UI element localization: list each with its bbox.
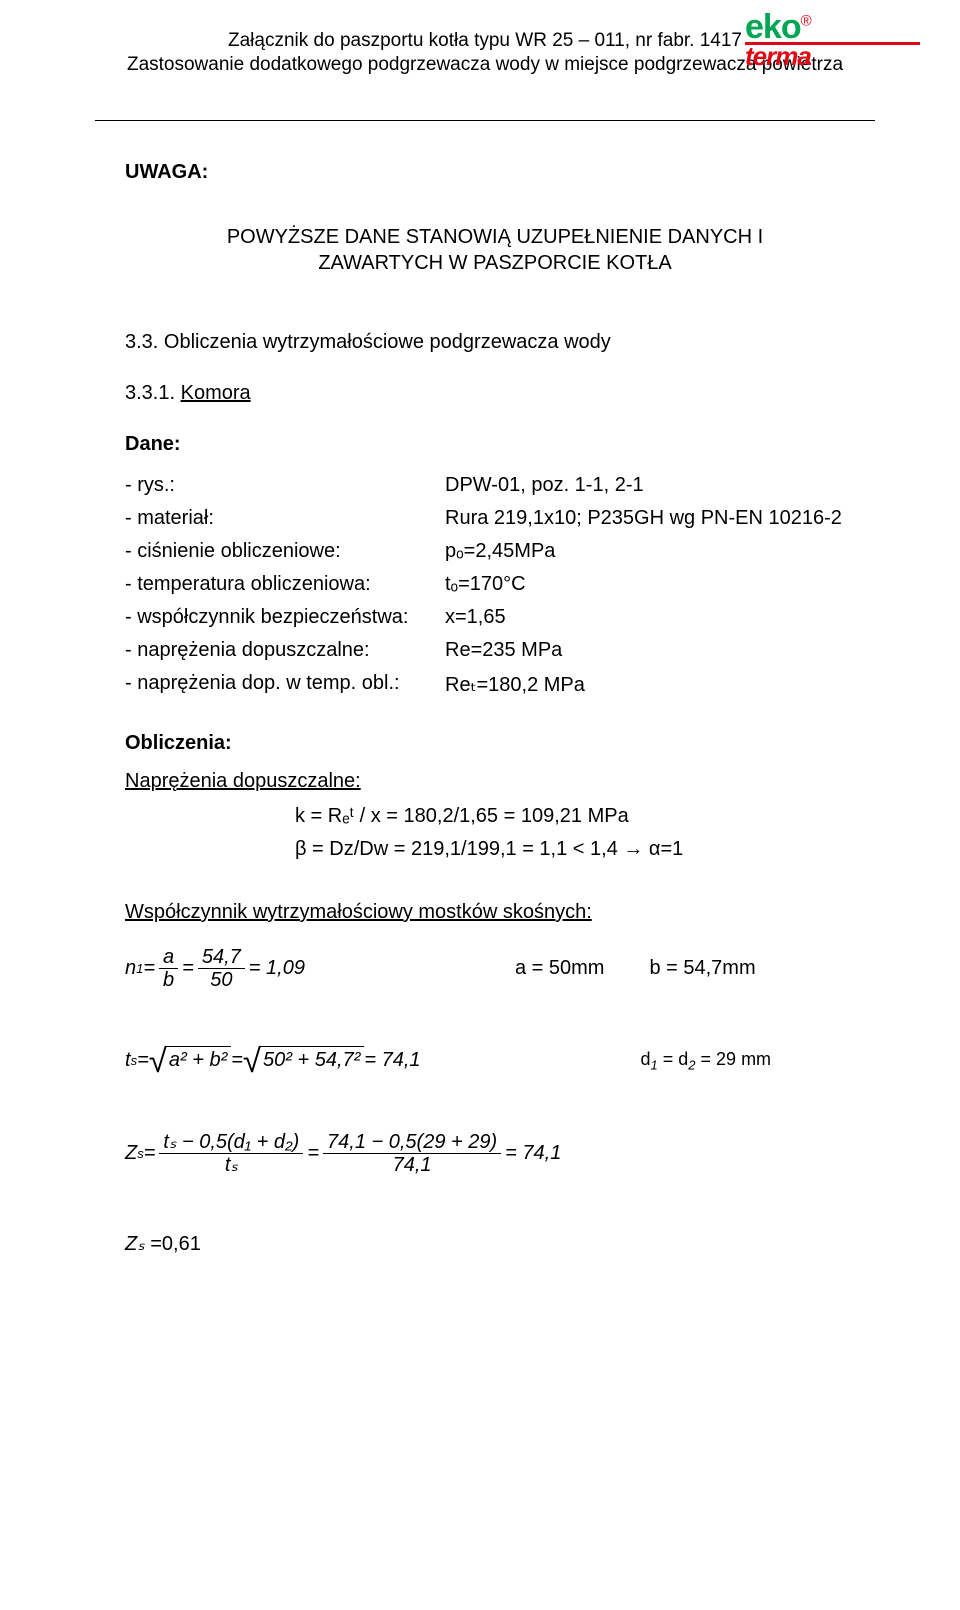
data-row-material: - materiał: Rura 219,1x10; P235GH wg PN-… bbox=[125, 507, 865, 530]
logo-registered-mark: ® bbox=[801, 13, 811, 30]
sqrt-body: 50² + 54,7² bbox=[259, 1046, 364, 1072]
equation-zs: Zs = tₛ − 0,5(d₁ + d₂) tₛ = 74,1 − 0,5(2… bbox=[125, 1131, 865, 1176]
result: = 1,09 bbox=[249, 957, 305, 980]
data-label: - współczynnik bezpieczeństwa: bbox=[125, 606, 445, 629]
data-row-rys: - rys.: DPW-01, poz. 1-1, 2-1 bbox=[125, 474, 865, 497]
equation-n1-left: n1 = a b = 54,7 50 = 1,09 bbox=[125, 946, 305, 991]
equals: = bbox=[307, 1142, 319, 1165]
result: = 74,1 bbox=[364, 1049, 420, 1072]
var-z: Z bbox=[125, 1142, 137, 1165]
data-value: Rura 219,1x10; P235GH wg PN-EN 10216-2 bbox=[445, 507, 865, 530]
sqrt-2: √ 50² + 54,7² bbox=[243, 1046, 364, 1076]
data-label: - naprężenia dopuszczalne: bbox=[125, 639, 445, 662]
frac-den: tₛ bbox=[221, 1154, 242, 1176]
d-var: d bbox=[641, 1049, 651, 1069]
data-value: x=1,65 bbox=[445, 606, 865, 629]
naprezenia-heading: Naprężenia dopuszczalne: bbox=[125, 770, 865, 793]
fraction-nums: 54,7 50 bbox=[198, 946, 245, 991]
formula-beta: β = Dz/Dw = 219,1/199,1 = 1,1 < 1,4 → α=… bbox=[125, 838, 865, 861]
data-label: - temperatura obliczeniowa: bbox=[125, 573, 445, 596]
b-value: b = 54,7mm bbox=[649, 957, 755, 980]
frac-den: 74,1 bbox=[389, 1154, 436, 1176]
fraction-1: tₛ − 0,5(d₁ + d₂) tₛ bbox=[159, 1131, 303, 1176]
warning-body: POWYŻSZE DANE STANOWIĄ UZUPEŁNIENIE DANY… bbox=[125, 224, 865, 276]
sqrt-1: √ a² + b² bbox=[149, 1046, 231, 1076]
data-row-napr-dop: - naprężenia dopuszczalne: Re=235 MPa bbox=[125, 639, 865, 662]
data-row-cisnienie: - ciśnienie obliczeniowe: pₒ=2,45MPa bbox=[125, 540, 865, 563]
frac-num: tₛ − 0,5(d₁ + d₂) bbox=[159, 1131, 303, 1154]
warning-label: UWAGA: bbox=[125, 161, 865, 184]
zs-lhs: Zₛ bbox=[125, 1233, 150, 1255]
equals: = bbox=[143, 957, 155, 980]
data-label: - naprężenia dop. w temp. obl.: bbox=[125, 672, 445, 697]
d-rhs: = 29 mm bbox=[696, 1049, 772, 1069]
frac-num: 74,1 − 0,5(29 + 29) bbox=[323, 1131, 501, 1154]
logo-terma-text: terma bbox=[745, 41, 920, 72]
data-label: - rys.: bbox=[125, 474, 445, 497]
data-row-wspol: - współczynnik bezpieczeństwa: x=1,65 bbox=[125, 606, 865, 629]
equation-zs-left: Zs = tₛ − 0,5(d₁ + d₂) tₛ = 74,1 − 0,5(2… bbox=[125, 1131, 561, 1176]
frac-den: b bbox=[159, 969, 178, 991]
fraction-ab: a b bbox=[159, 946, 178, 991]
fraction-2: 74,1 − 0,5(29 + 29) 74,1 bbox=[323, 1131, 501, 1176]
equals: = bbox=[144, 1142, 156, 1165]
data-value: pₒ=2,45MPa bbox=[445, 540, 865, 563]
frac-num: 54,7 bbox=[198, 946, 245, 969]
equals: = bbox=[137, 1049, 149, 1072]
subsection-title: 3.3.1. Komora bbox=[125, 382, 865, 405]
frac-den: 50 bbox=[206, 969, 236, 991]
sub-2: 2 bbox=[688, 1058, 695, 1073]
equals: = bbox=[231, 1049, 243, 1072]
d-mid: = d bbox=[658, 1049, 689, 1069]
data-value: Re=235 MPa bbox=[445, 639, 865, 662]
formula-k: k = Rₑᵗ / x = 180,2/1,65 = 109,21 MPa bbox=[125, 805, 865, 828]
sqrt-body: a² + b² bbox=[165, 1046, 231, 1072]
data-row-napr-temp: - naprężenia dop. w temp. obl.: Reₜ=180,… bbox=[125, 672, 865, 697]
equation-n1: n1 = a b = 54,7 50 = 1,09 a = 50mm b = 5… bbox=[125, 946, 865, 991]
equation-ts-left: ts = √ a² + b² = √ 50² + 54,7² = 74,1 bbox=[125, 1046, 421, 1076]
sub-1: 1 bbox=[136, 961, 143, 976]
zs-rhs: =0,61 bbox=[150, 1233, 201, 1255]
frac-num: a bbox=[159, 946, 178, 969]
data-row-temp: - temperatura obliczeniowa: tₒ=170°C bbox=[125, 573, 865, 596]
section-title: 3.3. Obliczenia wytrzymałościowe podgrze… bbox=[125, 331, 865, 354]
calculations-heading: Obliczenia: bbox=[125, 732, 865, 755]
d-equation: d1 = d2 = 29 mm bbox=[641, 1049, 772, 1073]
data-label: - ciśnienie obliczeniowe: bbox=[125, 540, 445, 563]
equals: = bbox=[182, 957, 194, 980]
wspolczynnik-heading: Współczynnik wytrzymałościowy mostków sk… bbox=[125, 901, 865, 924]
sub-1: 1 bbox=[651, 1058, 658, 1073]
subsection-name: Komora bbox=[181, 382, 251, 404]
subsection-number: 3.3.1. bbox=[125, 382, 181, 404]
equation-ts: ts = √ a² + b² = √ 50² + 54,7² = 74,1 d1… bbox=[125, 1046, 865, 1076]
result: = 74,1 bbox=[505, 1142, 561, 1165]
data-heading: Dane: bbox=[125, 433, 865, 456]
data-value: DPW-01, poz. 1-1, 2-1 bbox=[445, 474, 865, 497]
equation-zs-final: Zₛ =0,61 bbox=[125, 1231, 865, 1256]
var-n: n bbox=[125, 957, 136, 980]
data-value: Reₜ=180,2 MPa bbox=[445, 672, 865, 697]
brand-logo: eko® terma bbox=[745, 8, 920, 68]
data-label: - materiał: bbox=[125, 507, 445, 530]
a-value: a = 50mm bbox=[515, 957, 604, 980]
data-value: tₒ=170°C bbox=[445, 573, 865, 596]
